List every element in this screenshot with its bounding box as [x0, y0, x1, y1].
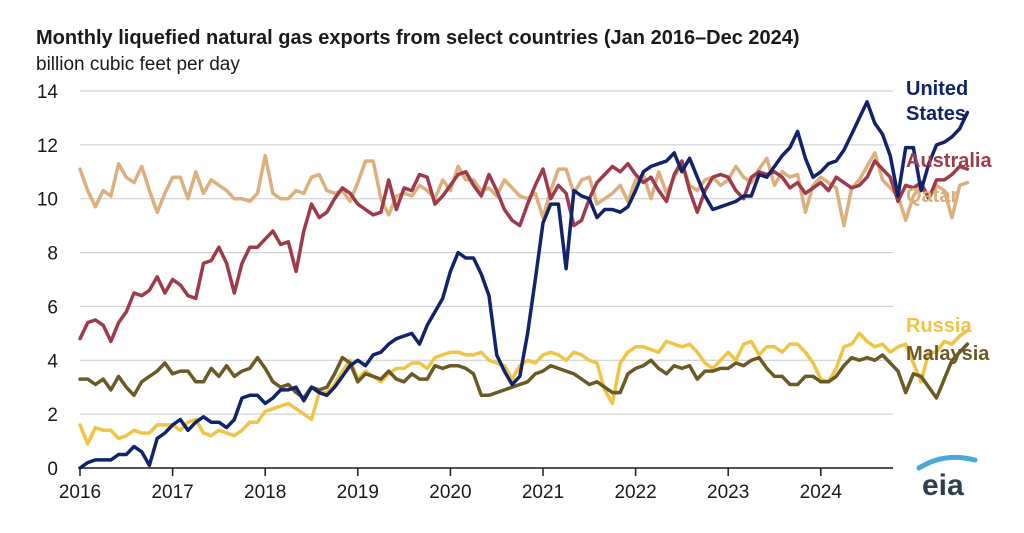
legend-label-line: United: [906, 78, 968, 100]
x-tick-label: 2020: [429, 482, 471, 503]
logo-text: eia: [922, 469, 964, 502]
x-tick-label: 2018: [244, 482, 286, 503]
y-tick-label: 8: [47, 244, 58, 265]
series-line-malaysia: [78, 342, 970, 400]
chart-subtitle: billion cubic feet per day: [36, 54, 240, 75]
y-tick-label: 6: [47, 297, 58, 318]
x-tick-label: 2017: [151, 482, 193, 503]
x-tick-label: 2023: [707, 482, 749, 503]
legend-label-line: Australia: [906, 150, 992, 172]
series-line-australia: [78, 159, 970, 344]
legend-label-russia: Russia: [906, 315, 972, 337]
x-tick-label: 2021: [522, 482, 564, 503]
legend-label-qatar: Qatar: [906, 185, 958, 207]
x-tick-label: 2016: [59, 482, 101, 503]
x-axis-ticks: 2016 2017 2018 2019 2020 2021 2022 2023 2024: [59, 468, 843, 503]
y-tick-label: 0: [47, 459, 58, 480]
legend-label-line: Qatar: [906, 185, 958, 207]
legend-label-australia: Australia: [906, 150, 992, 172]
y-axis-ticks: 0 2 4 6 8 10 12 14: [37, 82, 59, 480]
chart-title: Monthly liquefied natural gas exports fr…: [36, 27, 800, 49]
eia-logo: eia: [916, 454, 978, 502]
y-tick-label: 14: [37, 82, 59, 103]
legend-label-line: Russia: [906, 315, 972, 337]
series-lines: [78, 100, 970, 470]
x-tick-label: 2019: [337, 482, 379, 503]
legend: United States Australia Qatar Russia Malaysia: [906, 78, 992, 365]
y-tick-label: 12: [37, 136, 58, 157]
y-tick-label: 4: [47, 351, 58, 372]
x-tick-label: 2024: [800, 482, 843, 503]
series-line-qatar: [78, 151, 970, 228]
legend-label-malaysia: Malaysia: [906, 343, 990, 365]
y-tick-label: 2: [47, 405, 58, 426]
legend-label-line: Malaysia: [906, 343, 990, 365]
y-tick-label: 10: [37, 190, 58, 211]
logo-arc-icon: [916, 454, 978, 471]
gridlines: [80, 90, 893, 469]
series-line-united-states: [78, 100, 970, 470]
legend-label-line: States: [906, 103, 966, 125]
x-tick-label: 2022: [614, 482, 656, 503]
legend-label-united-states: United States: [906, 78, 968, 125]
